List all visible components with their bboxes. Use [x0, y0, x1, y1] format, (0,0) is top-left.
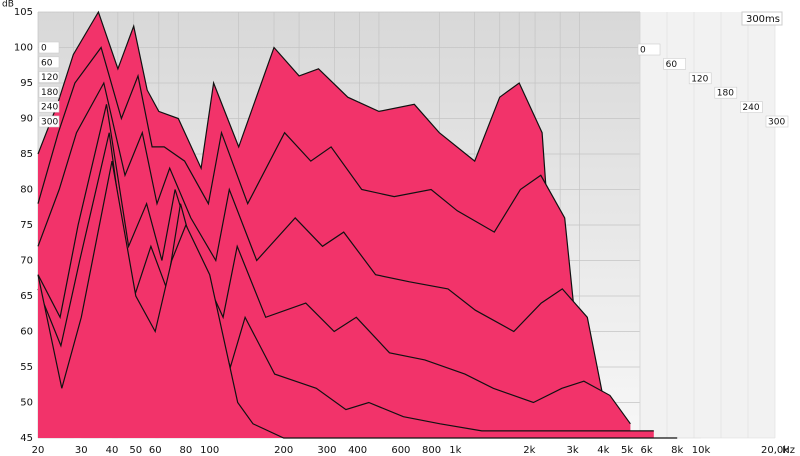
- time-tick-label: 0: [41, 44, 47, 54]
- x-tick-label: 6k: [640, 445, 652, 456]
- x-tick-label: 600: [391, 445, 410, 456]
- time-tick-label: 60: [666, 60, 678, 70]
- y-tick-label: 105: [14, 7, 33, 18]
- y-tick-label: 55: [20, 362, 33, 373]
- slice-area: [38, 161, 678, 438]
- x-tick-label: 3k: [567, 445, 579, 456]
- x-tick-label: 20,0k: [761, 445, 789, 456]
- time-tick-label: 180: [717, 89, 734, 99]
- time-tick-label: 300: [41, 118, 58, 128]
- slice-line: [37, 46, 585, 403]
- time-tick-label: 120: [41, 73, 58, 83]
- time-tick-box: [765, 115, 789, 128]
- y-tick-label: 95: [20, 78, 33, 89]
- time-tick-label: 180: [41, 88, 58, 98]
- x-tick-label: 50: [129, 445, 142, 456]
- time-tick-box: [38, 115, 60, 128]
- time-tick-label: 120: [691, 74, 708, 84]
- time-tick-box: [688, 72, 712, 85]
- x-tick-label: 1k: [449, 445, 461, 456]
- time-tick-label: 60: [41, 58, 53, 68]
- slice-line: [37, 10, 561, 389]
- time-tick-box: [714, 86, 738, 99]
- x-tick-label: 40: [106, 445, 119, 456]
- y-tick-label: 45: [20, 433, 33, 444]
- time-label: 300ms: [746, 14, 780, 25]
- time-tick-label: 240: [41, 103, 58, 113]
- time-tick-box: [38, 100, 60, 113]
- x-tick-label: 100: [200, 445, 219, 456]
- x-tick-label: 2k: [523, 445, 535, 456]
- x-tick-label: 30: [75, 445, 88, 456]
- time-tick-box: [38, 56, 60, 69]
- time-tick-label: 300: [768, 118, 785, 128]
- slice-line: [37, 160, 678, 439]
- x-tick-label: 60: [149, 445, 162, 456]
- time-tick-box: [663, 58, 686, 70]
- x-tick-label: 5k: [621, 445, 633, 456]
- time-tick-label: 0: [640, 46, 646, 56]
- time-tick-box: [637, 43, 661, 56]
- x-tick-label: 400: [348, 445, 367, 456]
- y-tick-label: 100: [14, 43, 33, 54]
- y-tick-label: 60: [20, 327, 33, 338]
- slice-line: [37, 81, 608, 417]
- x-tick-label: 200: [274, 445, 293, 456]
- y-tick-label: 50: [20, 398, 33, 409]
- x-tick-label: 10k: [692, 445, 711, 456]
- time-tick-box: [740, 101, 763, 113]
- slice-line: [37, 104, 631, 425]
- y-tick-label: 75: [20, 220, 33, 231]
- x-tick-label: 800: [422, 445, 441, 456]
- time-box: [741, 11, 783, 26]
- time-tick-box: [38, 71, 60, 83]
- y-tick-label: 70: [20, 256, 33, 267]
- x-unit: Hz: [782, 445, 795, 456]
- x-tick-label: 8k: [671, 445, 683, 456]
- time-tick-label: 240: [742, 103, 759, 113]
- x-tick-label: 300: [317, 445, 336, 456]
- side-wall: [640, 12, 775, 438]
- y-tick-label: 65: [20, 291, 33, 302]
- x-tick-label: 80: [180, 445, 193, 456]
- y-tick-label: 90: [20, 114, 33, 125]
- x-tick-label: 4k: [597, 445, 609, 456]
- y-tick-label: 85: [20, 149, 33, 160]
- time-tick-box: [38, 41, 60, 54]
- y-axis-label: dB: [2, 0, 14, 10]
- x-tick-label: 20: [32, 445, 45, 456]
- y-tick-label: 80: [20, 185, 33, 196]
- time-tick-box: [38, 86, 60, 98]
